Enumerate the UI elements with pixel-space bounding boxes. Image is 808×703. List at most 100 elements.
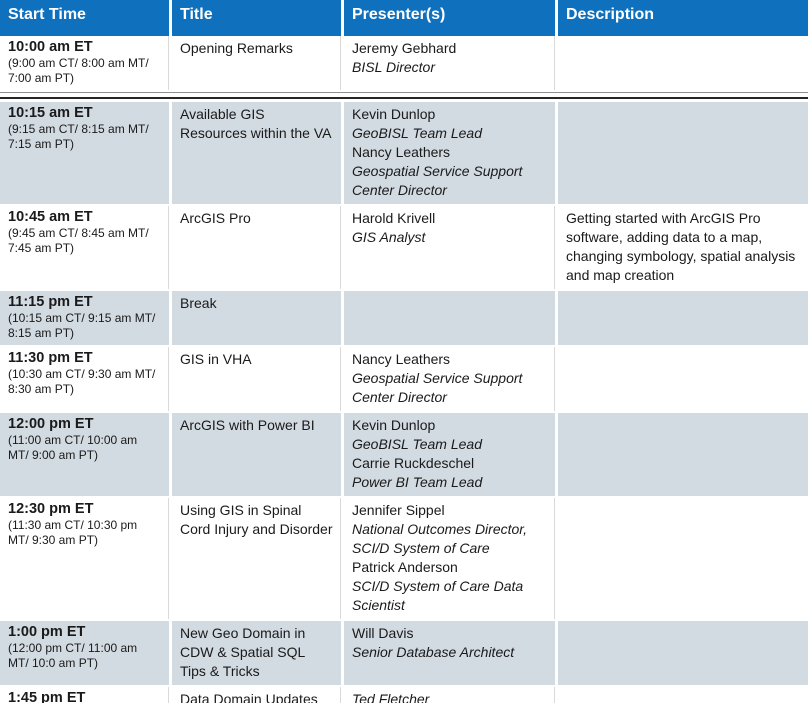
- session-title: Break: [180, 295, 217, 311]
- session-title: New Geo Domain in CDW & Spatial SQL Tips…: [180, 625, 306, 679]
- session-title-cell: New Geo Domain in CDW & Spatial SQL Tips…: [172, 619, 344, 687]
- column-header-description: Description: [558, 0, 808, 36]
- presenter-name: Nancy Leathers: [352, 144, 451, 160]
- session-title: Opening Remarks: [180, 40, 293, 56]
- start-time-cell: 11:30 pm ET (10:30 am CT/ 9:30 am MT/ 8:3…: [0, 347, 172, 411]
- start-time-et: 11:30 pm ET: [8, 350, 93, 366]
- presenters-cell: Kevin Dunlop GeoBISL Team Lead Carrie Ruck…: [344, 411, 558, 498]
- description-cell: [558, 619, 808, 687]
- column-header-start-time: Start Time: [0, 0, 172, 36]
- start-time-cell: 12:30 pm ET (11:30 am CT/ 10:30 pm MT/ 9:…: [0, 498, 172, 619]
- session-title-cell: Data Domain Updates: [172, 687, 344, 703]
- start-time-other-zones: (11:30 am CT/ 10:30 pm MT/ 9:30 am PT): [8, 518, 138, 547]
- start-time-cell: 10:45 am ET (9:45 am CT/ 8:45 am MT/ 7:45…: [0, 206, 172, 289]
- session-title: GIS in VHA: [180, 351, 252, 367]
- start-time-cell: 1:00 pm ET (12:00 pm CT/ 11:00 am MT/ 10:…: [0, 619, 172, 687]
- presenter-role: GeoBISL Team Lead: [352, 436, 482, 452]
- presenters-cell: Harold Krivell GIS Analyst: [344, 206, 558, 289]
- start-time-et: 1:00 pm ET: [8, 624, 86, 640]
- presenter-name: Carrie Ruckdeschel: [352, 455, 475, 471]
- presenter-name: Kevin Dunlop: [352, 106, 436, 122]
- presenter-role: Geospatial Service Support Center Direct…: [352, 370, 523, 405]
- column-header-title: Title: [172, 0, 344, 36]
- schedule-row: 10:00 am ET (9:00 am CT/ 8:00 am MT/ 7:00…: [0, 36, 808, 90]
- presenters-cell: Jennifer Sippel National Outcomes Directo…: [344, 498, 558, 619]
- presenter-role: SCI/D System of Care Data Scientist: [352, 578, 524, 613]
- session-title-cell: Opening Remarks: [172, 36, 344, 90]
- presenter-role: Geospatial Service Support Center Direct…: [352, 163, 523, 198]
- presenter-role: GeoBISL Team Lead: [352, 125, 482, 141]
- session-title-cell: Break: [172, 289, 344, 347]
- schedule-row: 11:30 pm ET (10:30 am CT/ 9:30 am MT/ 8:3…: [0, 347, 808, 411]
- start-time-et: 11:15 pm ET: [8, 294, 93, 310]
- presenter-name: Harold Krivell: [352, 210, 436, 226]
- presenters-cell: Will Davis Senior Database Architect: [344, 619, 558, 687]
- start-time-other-zones: (10:30 am CT/ 9:30 am MT/ 8:30 am PT): [8, 367, 156, 396]
- start-time-other-zones: (9:15 am CT/ 8:15 am MT/ 7:15 am PT): [8, 122, 149, 151]
- description-cell: [558, 411, 808, 498]
- session-title: ArcGIS Pro: [180, 210, 251, 226]
- schedule-row: 12:00 pm ET (11:00 am CT/ 10:00 am MT/ 9:…: [0, 411, 808, 498]
- start-time-other-zones: (11:00 am CT/ 10:00 am MT/ 9:00 am PT): [8, 433, 138, 462]
- thick-divider: [0, 90, 808, 100]
- start-time-et: 12:00 pm ET: [8, 416, 94, 432]
- column-header-presenters: Presenter(s): [344, 0, 558, 36]
- start-time-cell: 1:45 pm ET(12:45 pm CT/ 11:45 am MT/ 10:…: [0, 687, 172, 703]
- schedule-body: 10:00 am ET (9:00 am CT/ 8:00 am MT/ 7:00…: [0, 36, 808, 703]
- session-title: Available GIS Resources within the VA: [180, 106, 332, 141]
- schedule-row: 12:30 pm ET (11:30 am CT/ 10:30 pm MT/ 9:…: [0, 498, 808, 619]
- session-title-cell: Using GIS in Spinal Cord Injury and Diso…: [172, 498, 344, 619]
- presenter-role: Power BI Team Lead: [352, 474, 483, 490]
- presenter-name: Jeremy Gebhard: [352, 40, 457, 56]
- presenters-cell: Ted FletcherSenior Database Architect: [344, 687, 558, 703]
- start-time-other-zones: (9:45 am CT/ 8:45 am MT/ 7:45 am PT): [8, 226, 149, 255]
- schedule-row: 1:00 pm ET (12:00 pm CT/ 11:00 am MT/ 10:…: [0, 619, 808, 687]
- presenters-cell: Kevin Dunlop GeoBISL Team Lead Nancy Leath…: [344, 100, 558, 206]
- description-cell: [558, 498, 808, 619]
- session-title-cell: Available GIS Resources within the VA: [172, 100, 344, 206]
- session-description: Getting started with ArcGIS Pro software…: [566, 210, 796, 283]
- presenter-name: Jennifer Sippel: [352, 502, 445, 518]
- start-time-cell: 10:00 am ET (9:00 am CT/ 8:00 am MT/ 7:00…: [0, 36, 172, 90]
- session-title: Using GIS in Spinal Cord Injury and Diso…: [180, 502, 333, 537]
- start-time-cell: 11:15 pm ET (10:15 am CT/ 9:15 am MT/ 8:1…: [0, 289, 172, 347]
- presenters-cell: Jeremy Gebhard BISL Director: [344, 36, 558, 90]
- presenter-role: Ted Fletcher: [352, 691, 430, 703]
- description-cell: [558, 687, 808, 703]
- session-title-cell: ArcGIS Pro: [172, 206, 344, 289]
- session-title: ArcGIS with Power BI: [180, 417, 315, 433]
- start-time-other-zones: (10:15 am CT/ 9:15 am MT/ 8:15 am PT): [8, 311, 156, 340]
- start-time-et: 10:00 am ET: [8, 39, 93, 55]
- start-time-cell: 10:15 am ET (9:15 am CT/ 8:15 am MT/ 7:15…: [0, 100, 172, 206]
- start-time-other-zones: (12:00 pm CT/ 11:00 am MT/ 10:0 am PT): [8, 641, 138, 670]
- schedule-row: 10:15 am ET (9:15 am CT/ 8:15 am MT/ 7:15…: [0, 100, 808, 206]
- presenter-role: BISL Director: [352, 59, 435, 75]
- description-cell: [558, 347, 808, 411]
- session-title-cell: GIS in VHA: [172, 347, 344, 411]
- start-time-et: 10:15 am ET: [8, 105, 93, 121]
- schedule-row: 10:45 am ET (9:45 am CT/ 8:45 am MT/ 7:45…: [0, 206, 808, 289]
- presenter-name: Kevin Dunlop: [352, 417, 436, 433]
- thick-divider-line: [0, 90, 808, 100]
- presenters-cell: Nancy Leathers Geospatial Service Support…: [344, 347, 558, 411]
- presenter-name: Will Davis: [352, 625, 414, 641]
- start-time-et: 12:30 pm ET: [8, 501, 94, 517]
- schedule-row: 11:15 pm ET (10:15 am CT/ 9:15 am MT/ 8:1…: [0, 289, 808, 347]
- start-time-cell: 12:00 pm ET (11:00 am CT/ 10:00 am MT/ 9:…: [0, 411, 172, 498]
- presenter-role: Senior Database Architect: [352, 644, 515, 660]
- presenter-role: GIS Analyst: [352, 229, 426, 245]
- table-header-row: Start Time Title Presenter(s) Descriptio…: [0, 0, 808, 36]
- presenter-role: National Outcomes Director, SCI/D System…: [352, 521, 528, 556]
- schedule-row: 1:45 pm ET(12:45 pm CT/ 11:45 am MT/ 10:…: [0, 687, 808, 703]
- session-title: Data Domain Updates: [180, 691, 318, 703]
- session-title-cell: ArcGIS with Power BI: [172, 411, 344, 498]
- start-time-et: 10:45 am ET: [8, 209, 93, 225]
- presenter-name: Nancy Leathers: [352, 351, 451, 367]
- description-cell: Getting started with ArcGIS Pro software…: [558, 206, 808, 289]
- description-cell: [558, 100, 808, 206]
- start-time-other-zones: (9:00 am CT/ 8:00 am MT/ 7:00 am PT): [8, 56, 149, 85]
- presenter-name: Patrick Anderson: [352, 559, 458, 575]
- start-time-et: 1:45 pm ET: [8, 690, 86, 703]
- description-cell: [558, 289, 808, 347]
